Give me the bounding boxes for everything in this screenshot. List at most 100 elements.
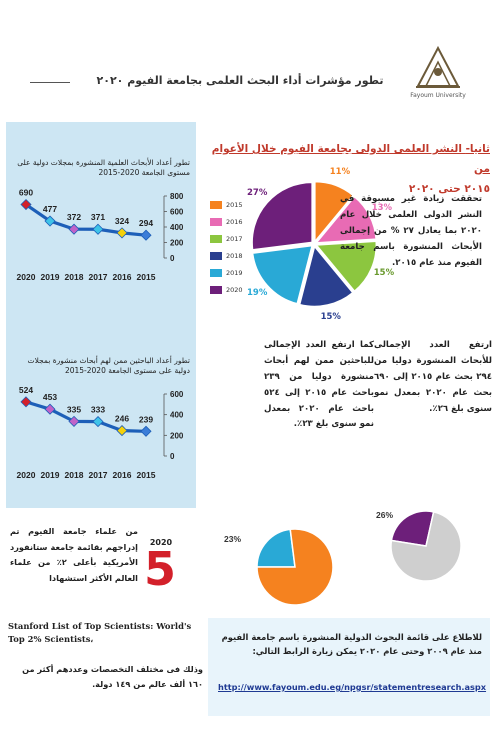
chart2-point: [116, 425, 128, 437]
section2-heading-rest: النشر العلمى الدولى بجامعة الفيوم خلال ا…: [211, 143, 490, 175]
logo-caption: Fayoum University: [410, 92, 466, 99]
chart1-category-label: 2020: [17, 272, 36, 282]
chart1-ytick-label: 0: [170, 254, 175, 263]
pie-main-slice: [298, 244, 354, 308]
info-box: [208, 618, 490, 716]
chart2-category-label: 2019: [41, 470, 60, 480]
section2-heading-prefix: ثانيا-: [465, 143, 490, 155]
researchers-growth-paragraph: كما ارتفع العدد الإجمالى للباحثين ممن له…: [264, 340, 374, 430]
section2-heading-line2: ٢٠١٥ حتى ٢٠٢٠: [408, 182, 490, 195]
growth-paragraph: تحققت زيادة غير مسبوقة في النشر الدولى ا…: [340, 194, 482, 268]
legend-label: 2020: [226, 285, 243, 294]
chart2-data-label: 335: [67, 404, 81, 414]
chart1-data-label: 690: [19, 188, 33, 198]
pie-main-slice: [314, 195, 377, 244]
chart2-point: [68, 415, 80, 427]
chart1-point: [20, 198, 32, 211]
pie-main-label: 27%: [246, 187, 268, 198]
chart1-ytick-label: 800: [170, 192, 184, 201]
legend-item: 2016: [210, 213, 270, 230]
chart2-category-label: 2020: [17, 470, 36, 480]
legend-label: 2017: [226, 234, 243, 243]
pie-main-slice: [251, 181, 313, 251]
chart2-point: [92, 416, 104, 428]
header-rule-left: [30, 82, 70, 83]
legend-label: 2016: [226, 217, 243, 226]
researchers-line-chart: 0 200 400 600 524 2020 453 2019 335 2018 333 2017 24…: [17, 385, 184, 480]
chart2-category-label: 2017: [89, 470, 108, 480]
chart2-data-label: 524: [19, 385, 33, 395]
chart1-data-label: 372: [67, 212, 81, 222]
chart2-category-label: 2015: [137, 470, 156, 480]
chart1-data-label: 477: [43, 204, 57, 214]
pie-main-area: 11% 13% 15% 15% 19% 27%: [210, 166, 394, 323]
chart1-data-label: 324: [115, 216, 129, 226]
pie-main-label: 11%: [329, 166, 351, 177]
legend-item: 2018: [210, 247, 270, 264]
research-list-link[interactable]: http://www.fayoum.edu.eg/npgsr/statement…: [218, 682, 487, 692]
chart2-category-label: 2018: [65, 470, 84, 480]
chart1-category-label: 2018: [65, 272, 84, 282]
stanford-count: 5: [143, 542, 176, 596]
pie-26-slice: [390, 510, 435, 547]
chart1-data-label: 371: [91, 212, 105, 222]
legend-item: 2017: [210, 230, 270, 247]
chart1-point: [92, 223, 104, 235]
chart1-category-label: 2015: [137, 272, 156, 282]
chart1-category-label: 2016: [113, 272, 132, 282]
university-logo: [416, 45, 460, 88]
stanford-year: 2020: [149, 538, 173, 547]
page-title: تطور مؤشرات أداء البحث العلمى بجامعة الف…: [96, 74, 384, 87]
section2-heading: ثانيا- النشر العلمى الدولى بجامعة الفيوم…: [204, 140, 490, 200]
chart2-data-label: 453: [43, 392, 57, 402]
stanford-list-name: Stanford List of Top Scientists: World's…: [8, 621, 192, 645]
chart1-data-label: 294: [139, 218, 153, 228]
pie-main-label: 15%: [373, 268, 395, 279]
chart2-ytick-label: 600: [170, 390, 184, 399]
pie-23-label: 23%: [224, 534, 241, 544]
chart2-point: [44, 403, 56, 415]
legend-label: 2019: [226, 268, 243, 277]
chart1-title: تطور أعداد الأبحاث العلمية المنشورة بمجل…: [17, 158, 190, 178]
pie-23-slice: [256, 528, 296, 568]
chart2-data-label: 333: [91, 405, 105, 415]
pie-26-slice: [390, 510, 462, 582]
chart1-category-label: 2019: [41, 272, 60, 282]
chart2-category-label: 2016: [113, 470, 132, 480]
pie-main-label: 13%: [371, 203, 393, 214]
chart2-ytick-label: 400: [170, 411, 184, 420]
chart2-data-label: 239: [139, 414, 153, 424]
papers-line-chart: 0 200 400 600 800 690 2020 477 2019 372 2018 371 201…: [17, 188, 184, 282]
chart1-point: [68, 223, 80, 235]
legend-swatch: [210, 251, 222, 260]
pie-main-slice: [251, 244, 314, 305]
legend-label: 2018: [226, 251, 243, 260]
pie-main-label: 19%: [246, 288, 268, 299]
legend-swatch: [210, 234, 222, 243]
pie-26-label: 26%: [376, 510, 393, 520]
chart2-point: [140, 425, 152, 437]
pie-main-slice: [314, 180, 355, 244]
stanford-text-continued: وذلك فى مختلف التخصصات وعددهم أكثر من ١٦…: [22, 664, 203, 690]
legend-item: 2020: [210, 281, 270, 298]
chart2-ytick-label: 0: [170, 452, 175, 461]
legend-swatch: [210, 285, 222, 294]
legend-swatch: [210, 268, 222, 277]
legend-item: 2015: [210, 196, 270, 213]
publication-share-pie: [251, 180, 377, 308]
pie-main-slice: [314, 240, 377, 293]
pie-main-label: 15%: [320, 312, 341, 323]
papers-growth-paragraph: ارتفع العدد الإجمالى للأبحاث المنشورة دو…: [374, 340, 492, 414]
legend-swatch: [210, 217, 222, 226]
papers-growth-pie: 26%: [376, 510, 462, 582]
legend-label: 2015: [226, 200, 243, 209]
info-text: للاطلاع على قائمة البحوث الدولية المنشور…: [221, 632, 482, 657]
chart1-category-label: 2017: [89, 272, 108, 282]
legend-swatch: [210, 200, 222, 209]
chart1-ytick-label: 400: [170, 223, 184, 232]
chart1-point: [116, 227, 128, 239]
chart2-title: تطور أعداد الباحثين ممن لهم أبحاث منشورة…: [27, 356, 190, 376]
chart2-data-label: 246: [115, 414, 129, 424]
legend-item: 2019: [210, 264, 270, 281]
chart2-ytick-label: 200: [170, 431, 184, 440]
